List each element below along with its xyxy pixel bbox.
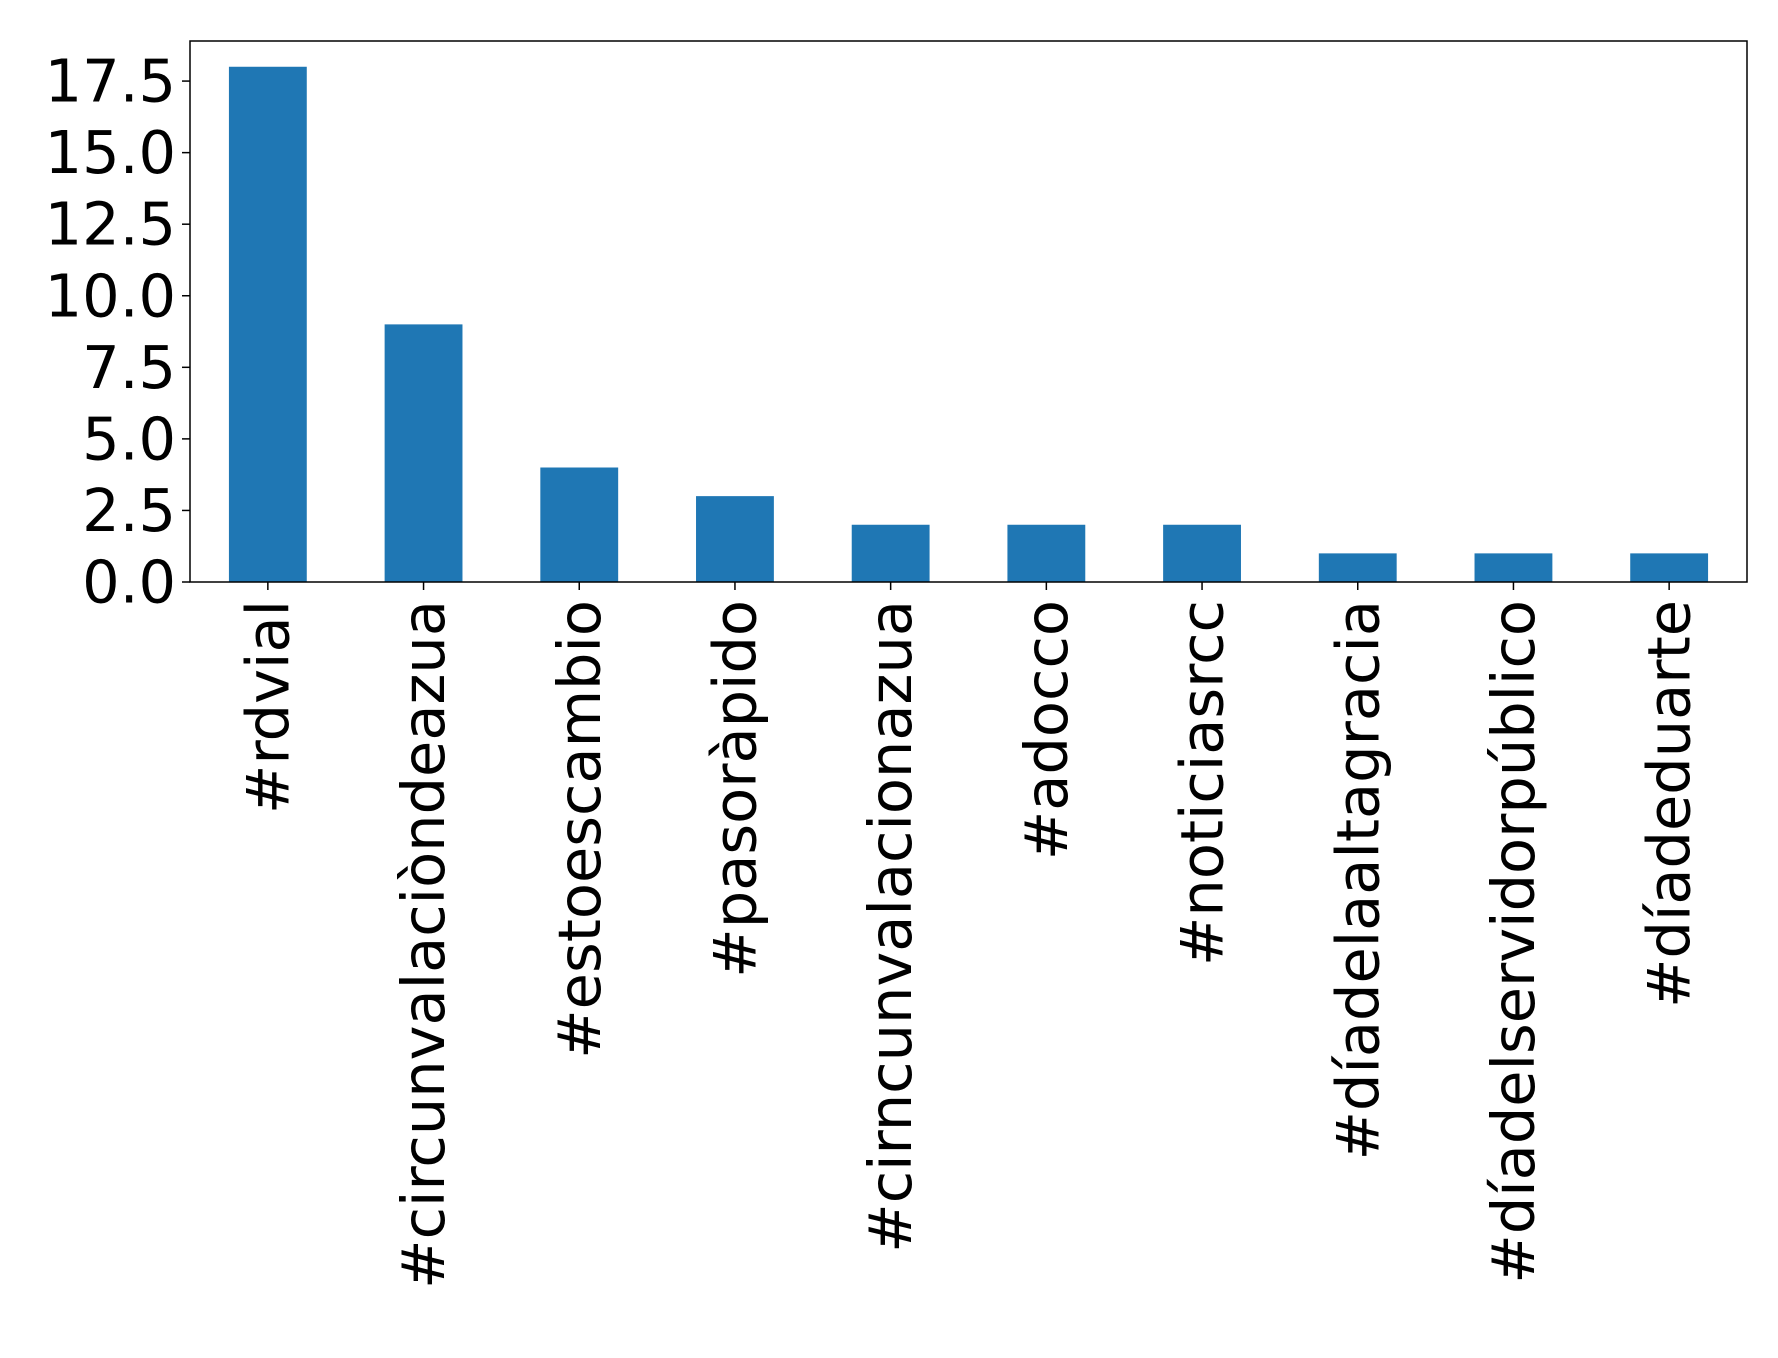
x-tick-label: #adocco xyxy=(1012,600,1081,860)
y-tick-label: 2.5 xyxy=(82,476,176,545)
y-tick-label: 0.0 xyxy=(82,548,176,617)
bar xyxy=(851,524,930,582)
x-tick-label: #circunvalaciòndeazua xyxy=(389,600,458,1289)
y-axis: 0.02.55.07.510.012.515.017.5 xyxy=(45,47,190,617)
x-tick-label: #rdvial xyxy=(233,600,302,814)
bar xyxy=(1318,553,1397,582)
y-tick-label: 17.5 xyxy=(45,47,176,116)
bar xyxy=(228,66,307,582)
bar xyxy=(1007,524,1086,582)
bars-group xyxy=(228,66,1709,582)
bar xyxy=(696,496,774,582)
bar xyxy=(1630,553,1709,582)
x-tick-label: #díadelservidorpúblico xyxy=(1479,600,1548,1284)
bar xyxy=(1474,553,1553,582)
x-tick-label: #díadelaaltagracia xyxy=(1323,600,1392,1160)
y-tick-label: 5.0 xyxy=(82,404,176,473)
y-tick-label: 10.0 xyxy=(45,261,176,330)
x-tick-label: #pasoràpido xyxy=(700,600,769,978)
bar xyxy=(540,467,619,582)
bar xyxy=(384,324,463,582)
x-tick-label: #estoescambio xyxy=(545,600,614,1059)
x-tick-label: #díadeduarte xyxy=(1635,600,1704,1008)
plot-frame xyxy=(189,40,1748,583)
x-tick-label: #noticiasrcc xyxy=(1168,600,1237,966)
y-tick-label: 15.0 xyxy=(45,118,176,187)
bar xyxy=(1163,524,1241,582)
y-tick-label: 12.5 xyxy=(45,190,176,259)
y-tick-label: 7.5 xyxy=(82,333,176,402)
x-axis: #rdvial #circunvalaciòndeazua #estoescambi… xyxy=(233,582,1704,1289)
x-tick-label: #cirncunvalacionazua xyxy=(856,600,925,1253)
